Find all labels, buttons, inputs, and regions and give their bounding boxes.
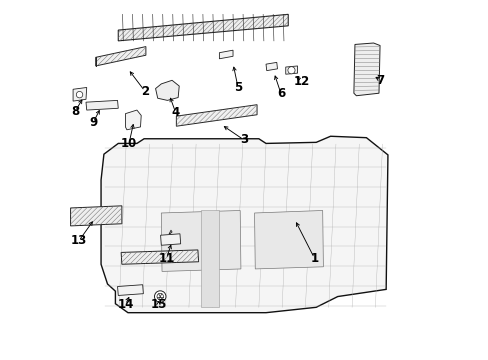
Text: 12: 12 bbox=[293, 75, 309, 88]
Polygon shape bbox=[117, 285, 143, 296]
Text: 13: 13 bbox=[71, 234, 87, 247]
Polygon shape bbox=[353, 43, 379, 96]
Polygon shape bbox=[155, 80, 179, 100]
Text: 10: 10 bbox=[121, 137, 137, 150]
Polygon shape bbox=[73, 87, 86, 101]
Polygon shape bbox=[161, 211, 241, 271]
Polygon shape bbox=[121, 250, 198, 264]
Text: 4: 4 bbox=[171, 106, 180, 119]
Polygon shape bbox=[160, 234, 180, 245]
Polygon shape bbox=[254, 211, 323, 269]
Text: 1: 1 bbox=[310, 252, 318, 265]
Text: 7: 7 bbox=[376, 74, 384, 87]
Text: 2: 2 bbox=[141, 85, 148, 98]
Polygon shape bbox=[101, 136, 387, 313]
Polygon shape bbox=[219, 50, 233, 59]
Polygon shape bbox=[70, 206, 122, 226]
Polygon shape bbox=[118, 14, 287, 41]
Polygon shape bbox=[86, 100, 118, 110]
Circle shape bbox=[76, 91, 82, 98]
Text: 6: 6 bbox=[276, 87, 285, 100]
Polygon shape bbox=[201, 211, 219, 307]
Text: 14: 14 bbox=[117, 298, 133, 311]
Circle shape bbox=[287, 67, 294, 74]
Polygon shape bbox=[285, 66, 297, 74]
Text: 5: 5 bbox=[233, 81, 242, 94]
Polygon shape bbox=[265, 62, 277, 71]
Circle shape bbox=[154, 291, 165, 302]
Text: 9: 9 bbox=[89, 116, 97, 129]
Text: 11: 11 bbox=[158, 252, 174, 265]
Text: 15: 15 bbox=[150, 298, 166, 311]
Circle shape bbox=[157, 293, 163, 300]
Polygon shape bbox=[176, 105, 257, 126]
Polygon shape bbox=[125, 110, 141, 130]
Text: 8: 8 bbox=[71, 105, 79, 118]
Polygon shape bbox=[96, 46, 145, 66]
Text: 3: 3 bbox=[239, 133, 247, 146]
